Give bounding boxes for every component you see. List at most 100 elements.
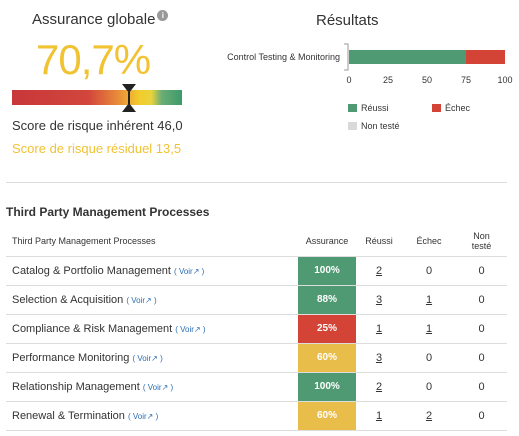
- header-assurance: Assurance: [298, 226, 356, 257]
- chart-tick-label: 75: [461, 75, 471, 85]
- header-process-name: Third Party Management Processes: [6, 226, 298, 257]
- external-link-icon[interactable]: ↗: [193, 324, 201, 334]
- header-not-tested: Non testé: [456, 226, 507, 257]
- assurance-score-cell: 100%: [298, 256, 356, 286]
- process-name-cell: Performance Monitoring ( Voir↗ ): [6, 343, 298, 373]
- chart-category-label: Control Testing & Monitoring: [227, 52, 340, 62]
- passed-count-link[interactable]: 3: [375, 293, 383, 306]
- table-row: Performance Monitoring ( Voir↗ ) 60% 3 0 0: [6, 343, 507, 373]
- legend-label-not-tested: Non testé: [361, 121, 400, 131]
- voir-link[interactable]: ( Voir↗ ): [126, 295, 157, 305]
- assurance-score-cell: 100%: [298, 372, 356, 402]
- external-link-icon[interactable]: ↗: [145, 295, 152, 305]
- failed-count[interactable]: 1: [425, 293, 433, 306]
- not-tested-count-cell: 0: [456, 285, 507, 315]
- not-tested-count-cell: 0: [456, 343, 507, 373]
- header-not-tested-line2: testé: [471, 240, 492, 251]
- not-tested-count-cell: 0: [456, 372, 507, 402]
- info-icon[interactable]: i: [157, 10, 169, 21]
- failed-count[interactable]: 1: [425, 322, 433, 335]
- legend-item-passed: Réussi: [348, 103, 389, 113]
- processes-table-title: Third Party Management Processes: [6, 205, 210, 219]
- passed-count-link[interactable]: 2: [375, 264, 383, 277]
- external-link-icon[interactable]: ↗: [161, 382, 169, 392]
- inherent-risk-score: Score de risque inhérent 46,0: [12, 118, 183, 133]
- table-row: Catalog & Portfolio Management ( Voir↗ )…: [6, 256, 507, 286]
- table-header-row: Third Party Management Processes Assuran…: [6, 226, 507, 257]
- external-link-icon[interactable]: ↗: [146, 411, 154, 421]
- voir-label[interactable]: Voir: [178, 266, 193, 276]
- chart-tick-label: 100: [497, 75, 512, 85]
- legend-swatch-failed: [432, 104, 441, 112]
- chart-tick-label: 50: [422, 75, 432, 85]
- failed-count-cell: 0: [402, 343, 456, 373]
- failed-count-cell: 1: [402, 285, 456, 315]
- legend-item-failed: Échec: [432, 103, 470, 113]
- legend-swatch-not-tested: [348, 122, 357, 130]
- table-row: Compliance & Risk Management ( Voir↗ ) 25…: [6, 314, 507, 344]
- passed-count-link[interactable]: 2: [375, 380, 383, 393]
- passed-count-link[interactable]: 1: [375, 409, 383, 422]
- process-name: Relationship Management: [12, 380, 140, 393]
- voir-link[interactable]: ( Voir↗ ): [132, 353, 163, 363]
- failed-count-cell: 0: [402, 372, 456, 402]
- global-assurance-value: 70,7%: [36, 36, 151, 83]
- assurance-score-cell: 88%: [298, 285, 356, 315]
- not-tested-count-cell: 0: [456, 314, 507, 344]
- passed-count-link[interactable]: 1: [375, 322, 383, 335]
- legend-swatch-passed: [348, 104, 357, 112]
- legend-item-not-tested: Non testé: [348, 121, 400, 131]
- residual-risk-score: Score de risque résiduel 13,5: [12, 141, 182, 156]
- passed-count-cell: 1: [356, 314, 402, 344]
- failed-count-cell: 2: [402, 401, 456, 431]
- process-name: Catalog & Portfolio Management: [12, 264, 171, 277]
- header-passed: Réussi: [356, 226, 402, 257]
- voir-link[interactable]: ( Voir↗ ): [175, 324, 206, 334]
- chart-axis-line: [344, 43, 349, 71]
- voir-link[interactable]: ( Voir↗ ): [142, 382, 174, 392]
- failed-count-cell: 1: [402, 314, 456, 344]
- failed-count-cell: 0: [402, 256, 456, 286]
- table-row: Relationship Management ( Voir↗ ) 100% 2 0 0: [6, 372, 507, 402]
- passed-count-cell: 3: [356, 285, 402, 315]
- external-link-icon[interactable]: ↗: [151, 353, 158, 363]
- section-divider: [6, 182, 507, 183]
- assurance-score-cell: 25%: [298, 314, 356, 344]
- passed-count-cell: 1: [356, 401, 402, 431]
- header-failed: Échec: [402, 226, 456, 257]
- voir-label[interactable]: Voir: [131, 295, 146, 305]
- voir-label[interactable]: Voir: [132, 411, 147, 421]
- chart-bar-0: [349, 50, 466, 64]
- external-link-icon[interactable]: ↗: [192, 266, 200, 276]
- legend-label-failed: Échec: [445, 103, 471, 113]
- failed-count[interactable]: 2: [425, 409, 433, 422]
- process-name-cell: Relationship Management ( Voir↗ ): [6, 372, 298, 402]
- passed-count-cell: 3: [356, 343, 402, 373]
- gauge-marker-icon: [122, 84, 137, 112]
- risk-gauge-bar: [12, 90, 182, 105]
- voir-label[interactable]: Voir: [180, 324, 194, 334]
- assurance-score-cell: 60%: [298, 343, 356, 373]
- voir-link[interactable]: ( Voir↗ ): [127, 411, 159, 421]
- passed-count-link[interactable]: 3: [375, 351, 383, 364]
- table-row: Selection & Acquisition ( Voir↗ ) 88% 3 1 0: [6, 285, 507, 315]
- failed-count: 0: [425, 264, 433, 277]
- process-name: Selection & Acquisition: [12, 293, 124, 306]
- failed-count: 0: [425, 351, 433, 364]
- voir-label[interactable]: Voir: [147, 382, 162, 392]
- chart-tick-label: 0: [346, 75, 351, 85]
- assurance-title-text: Assurance globale: [32, 11, 156, 28]
- voir-link[interactable]: ( Voir↗ ): [174, 266, 205, 276]
- process-name: Renewal & Termination: [12, 409, 125, 422]
- chart-tick-label: 25: [383, 75, 393, 85]
- header-not-tested-line1: Non: [473, 230, 490, 241]
- legend-label-passed: Réussi: [361, 103, 389, 113]
- voir-label[interactable]: Voir: [137, 353, 152, 363]
- failed-count: 0: [425, 380, 433, 393]
- chart-bar-1: [466, 50, 505, 64]
- table-row: Renewal & Termination ( Voir↗ ) 60% 1 2 0: [6, 401, 507, 431]
- process-name: Compliance & Risk Management: [12, 322, 173, 335]
- process-name-cell: Compliance & Risk Management ( Voir↗ ): [6, 314, 298, 344]
- process-name: Performance Monitoring: [12, 351, 130, 364]
- results-title: Résultats: [316, 12, 379, 29]
